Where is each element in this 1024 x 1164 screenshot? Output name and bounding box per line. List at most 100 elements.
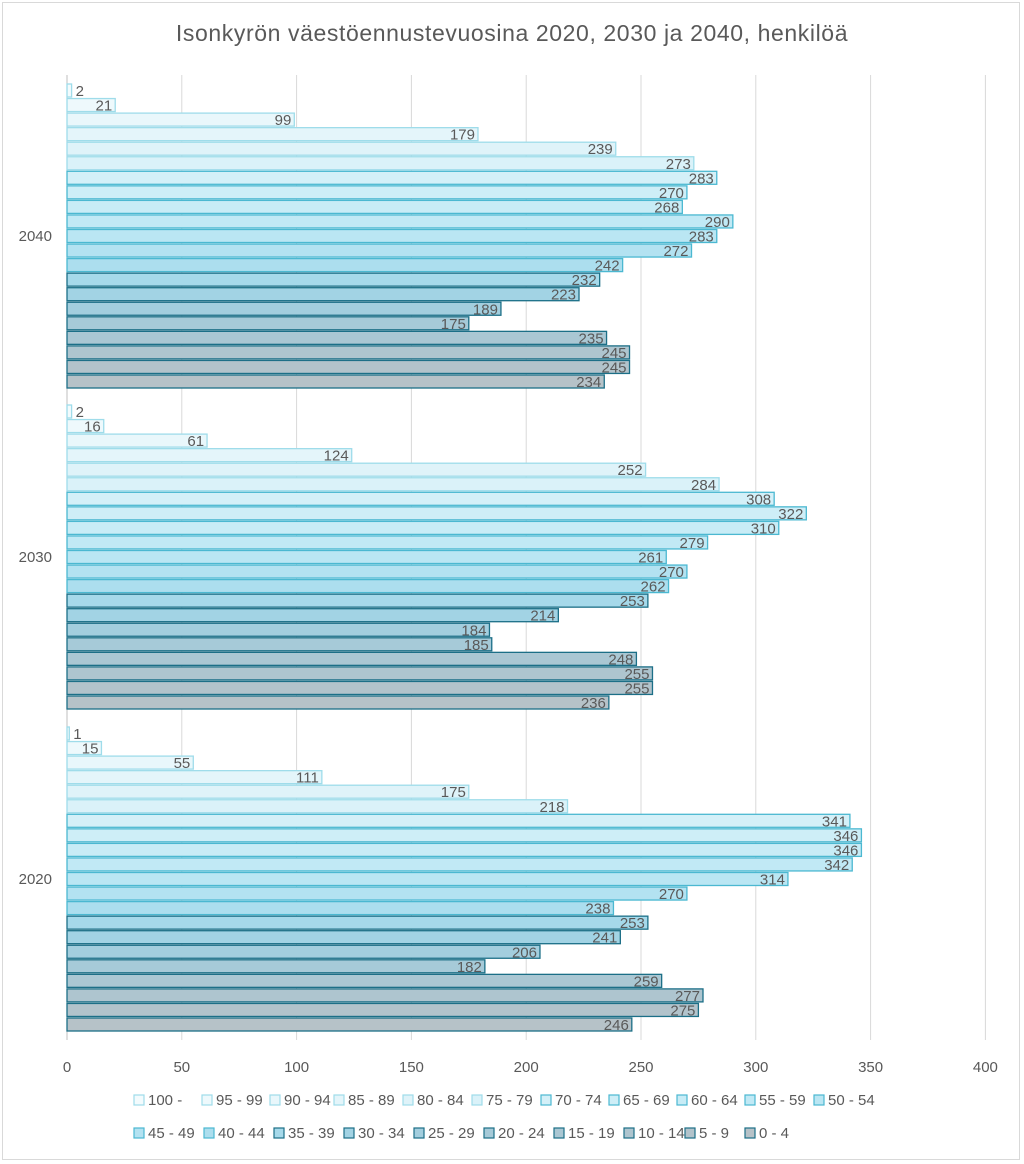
x-tick-label: 350 (858, 1059, 883, 1076)
bar-2020-20to24 (66, 959, 486, 974)
data-label: 239 (588, 141, 613, 158)
legend-label: 70 - 74 (555, 1092, 602, 1109)
bar-2040-10to14 (66, 345, 631, 360)
bar-2040-5to9 (66, 359, 631, 375)
legend-swatch (201, 1094, 213, 1106)
bar-2040-30to34 (66, 287, 580, 302)
legend-label: 85 - 89 (348, 1092, 395, 1109)
legend-swatch (744, 1094, 756, 1106)
data-label: 246 (604, 1017, 629, 1034)
legend-label: 45 - 49 (148, 1125, 195, 1142)
data-label: 277 (675, 988, 700, 1005)
bar-2030-60to64 (66, 520, 780, 536)
data-label: 275 (670, 1002, 695, 1019)
bar-2030-100to (66, 404, 73, 419)
bar-2020-70to74 (66, 813, 851, 828)
legend-label: 0 - 4 (759, 1125, 789, 1142)
data-label: 223 (551, 287, 576, 304)
bar-2020-90to94 (66, 755, 194, 770)
data-label: 314 (760, 872, 785, 889)
bar-2020-45to49 (66, 886, 688, 901)
bar-2040-75to79 (66, 156, 695, 171)
data-label: 1 (73, 726, 81, 743)
bar-2030-80to84 (66, 462, 647, 477)
data-label: 214 (530, 608, 555, 625)
category-label-2040: 2040 (19, 228, 52, 245)
data-label: 235 (579, 330, 604, 347)
bar-2020-55to59 (66, 857, 853, 872)
bar-2040-20to24 (66, 316, 470, 331)
bar-2040-70to74 (66, 170, 718, 185)
data-label: 310 (751, 520, 776, 537)
data-label: 268 (654, 199, 679, 216)
bar-2030-95to99 (66, 418, 105, 434)
data-label: 283 (689, 170, 714, 187)
bar-2030-40to44 (66, 578, 670, 594)
data-label: 270 (659, 886, 684, 903)
legend-swatch (343, 1127, 355, 1139)
data-label: 15 (82, 741, 99, 758)
bar-2030-85to89 (66, 447, 353, 463)
legend-label: 75 - 79 (486, 1092, 533, 1109)
data-label: 179 (450, 127, 475, 144)
data-label: 261 (638, 550, 663, 567)
data-label: 290 (705, 214, 730, 231)
bar-2040-0to4 (66, 374, 605, 389)
data-label: 341 (822, 813, 847, 830)
bar-2040-60to64 (66, 199, 683, 215)
x-tick-label: 200 (514, 1059, 539, 1076)
legend-label: 25 - 29 (428, 1125, 475, 1142)
bar-2040-100to (66, 83, 73, 98)
data-label: 253 (620, 593, 645, 610)
bar-2030-55to59 (66, 535, 709, 550)
bar-2040-40to44 (66, 257, 624, 273)
bar-2030-90to94 (66, 433, 208, 448)
legend-swatch (608, 1094, 620, 1106)
legend-label: 95 - 99 (216, 1092, 263, 1109)
bar-2040-90to94 (66, 112, 295, 127)
bar-2040-15to19 (66, 330, 608, 346)
legend-label: 80 - 84 (417, 1092, 464, 1109)
legend-swatch (203, 1127, 215, 1139)
data-label: 16 (84, 419, 101, 436)
data-label: 270 (659, 564, 684, 581)
bar-2040-25to29 (66, 301, 502, 316)
bar-2040-95to99 (66, 97, 116, 113)
data-label: 175 (441, 316, 466, 333)
bar-2040-65to69 (66, 185, 688, 200)
bar-2020-15to19 (66, 973, 663, 988)
x-tick-label: 250 (628, 1059, 653, 1076)
bar-2030-45to49 (66, 564, 688, 579)
legend-swatch (540, 1094, 552, 1106)
data-label: 236 (581, 695, 606, 712)
legend-label: 65 - 69 (623, 1092, 670, 1109)
legend-swatch (813, 1094, 825, 1106)
bar-2030-20to24 (66, 637, 493, 652)
data-label: 272 (663, 243, 688, 260)
data-label: 185 (464, 637, 489, 654)
bar-2020-60to64 (66, 842, 863, 858)
bar-2020-85to89 (66, 770, 323, 785)
bar-2020-35to39 (66, 915, 649, 930)
data-label: 55 (174, 755, 191, 772)
data-label: 308 (746, 491, 771, 508)
bar-2040-35to39 (66, 272, 601, 287)
bar-2030-65to69 (66, 506, 807, 521)
data-label: 255 (624, 680, 649, 697)
legend-swatch (471, 1094, 483, 1106)
legend-swatch (413, 1127, 425, 1139)
bar-2030-75to79 (66, 477, 720, 492)
legend-label: 90 - 94 (284, 1092, 331, 1109)
legend-swatch (273, 1127, 285, 1139)
legend-swatch (333, 1094, 345, 1106)
legend-label: 55 - 59 (759, 1092, 806, 1109)
data-label: 253 (620, 915, 645, 932)
x-tick-label: 400 (973, 1059, 998, 1076)
data-label: 284 (691, 477, 716, 494)
bar-2020-95to99 (66, 740, 103, 756)
data-label: 238 (585, 901, 610, 918)
bar-2030-10to14 (66, 666, 654, 681)
legend-swatch (744, 1127, 756, 1139)
bar-2040-45to49 (66, 243, 693, 258)
data-label: 99 (275, 112, 292, 129)
